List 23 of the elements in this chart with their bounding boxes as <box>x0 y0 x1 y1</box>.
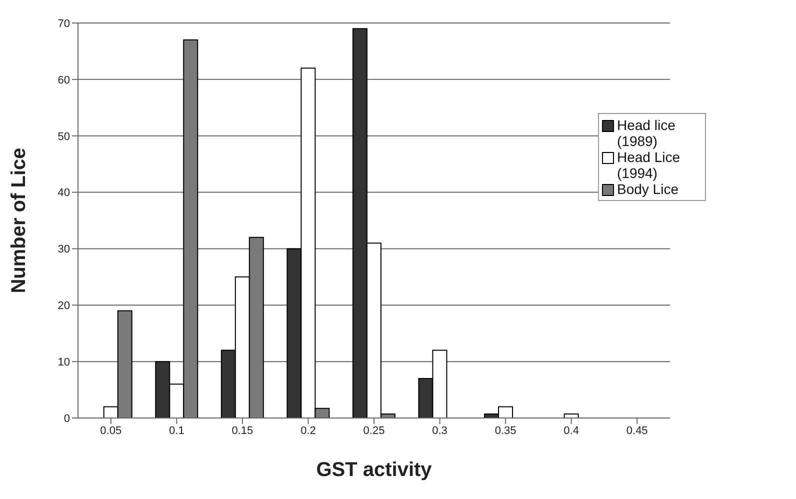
legend-label: Head lice (1989) <box>617 117 676 149</box>
x-tick-label: 0.1 <box>169 424 184 437</box>
x-axis-title: GST activity <box>316 459 433 481</box>
x-tick-label: 0.35 <box>494 424 516 437</box>
legend-label: Body Lice <box>617 181 678 197</box>
x-tick-label: 0.15 <box>232 424 254 437</box>
x-tick-label: 0.3 <box>432 424 448 437</box>
x-tick-label: 0.25 <box>363 424 385 437</box>
y-tick-label: 10 <box>58 356 70 368</box>
bar <box>564 414 579 418</box>
x-tick-label: 0.4 <box>564 424 579 437</box>
y-axis-title: Number of Lice <box>8 148 30 294</box>
y-tick-label: 50 <box>58 130 70 143</box>
x-tick-label: 0.05 <box>100 424 122 437</box>
y-tick-label: 0 <box>64 412 70 425</box>
legend-label: Head Lice (1994) <box>617 149 682 181</box>
y-tick-label: 60 <box>58 74 70 86</box>
x-tick-label: 0.2 <box>300 424 316 437</box>
y-tick-label: 70 <box>58 18 70 30</box>
y-tick-label: 40 <box>58 187 70 200</box>
y-tick-label: 30 <box>58 244 70 256</box>
x-tick-label: 0.45 <box>626 424 648 437</box>
y-tick-label: 20 <box>58 300 70 312</box>
